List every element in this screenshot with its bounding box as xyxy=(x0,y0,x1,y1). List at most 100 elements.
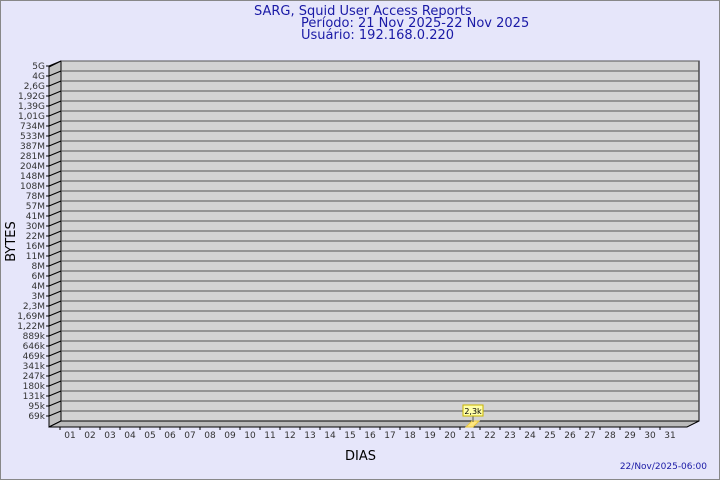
grid-line-side xyxy=(48,80,62,87)
grid-line-side xyxy=(48,220,62,227)
grid-line-side xyxy=(48,200,62,207)
y-tick-label: 57M xyxy=(26,202,45,212)
grid-line-side xyxy=(48,340,62,347)
y-tick-label: 646k xyxy=(23,342,46,352)
x-tick-label: 03 xyxy=(104,431,115,441)
y-tick-label: 41M xyxy=(26,212,45,222)
x-tick-label: 12 xyxy=(284,431,295,441)
x-tick-label: 21 xyxy=(464,431,475,441)
grid-line-side xyxy=(48,190,62,197)
y-tick-label: 533M xyxy=(20,132,45,142)
grid-line-side xyxy=(48,270,62,277)
grid-line-side xyxy=(48,400,62,407)
bar xyxy=(464,420,481,428)
grid-line-side xyxy=(48,160,62,167)
y-tick-label: 11M xyxy=(26,252,45,262)
grid-line-side xyxy=(48,130,62,137)
y-tick-label: 4M xyxy=(32,282,46,292)
y-tick-label: 78M xyxy=(26,192,45,202)
x-tick-label: 23 xyxy=(504,431,515,441)
grid-line-side xyxy=(48,70,62,77)
x-tick-label: 15 xyxy=(344,431,355,441)
grid-line-side xyxy=(48,170,62,177)
x-tick-label: 29 xyxy=(624,431,636,441)
chart-subtitle-period: Período: 21 Nov 2025-22 Nov 2025 xyxy=(301,16,530,31)
x-tick-label: 28 xyxy=(604,431,616,441)
y-tick-label: 69k xyxy=(28,412,45,422)
chart-title: SARG, Squid User Access Reports xyxy=(254,4,472,19)
y-tick-label: 734M xyxy=(20,122,45,132)
grid-line-side xyxy=(48,390,62,397)
y-tick-label: 341k xyxy=(23,362,46,372)
y-tick-label: 1,69M xyxy=(17,312,45,322)
grid-line-side xyxy=(48,140,62,147)
x-tick-label: 08 xyxy=(204,431,216,441)
x-tick-label: 16 xyxy=(364,431,376,441)
grid-line-side xyxy=(48,350,62,357)
grid-line-side xyxy=(48,180,62,187)
x-tick-label: 09 xyxy=(224,431,236,441)
x-tick-label: 30 xyxy=(644,431,656,441)
x-tick-label: 25 xyxy=(544,431,555,441)
grid-line-side xyxy=(48,100,62,107)
grid-line-side xyxy=(48,210,62,217)
y-tick-label: 108M xyxy=(20,182,45,192)
y-tick-label: 2,6G xyxy=(24,82,45,92)
grid-line-side xyxy=(48,90,62,97)
x-axis-label: DIAS xyxy=(345,449,376,464)
y-tick-label: 1,22M xyxy=(17,322,45,332)
grid-line-side xyxy=(48,370,62,377)
grid-line-side xyxy=(48,330,62,337)
y-tick-label: 6M xyxy=(32,272,46,282)
y-tick-label: 148M xyxy=(20,172,45,182)
x-tick-label: 07 xyxy=(184,431,195,441)
x-tick-label: 11 xyxy=(264,431,275,441)
grid-line-side xyxy=(48,380,62,387)
grid-line-side xyxy=(48,260,62,267)
y-tick-label: 1,92G xyxy=(18,92,45,102)
bar-value-label: 2,3k xyxy=(464,407,482,416)
y-tick-label: 95k xyxy=(28,402,45,412)
y-tick-label: 469k xyxy=(23,352,46,362)
grid-line-side xyxy=(48,120,62,127)
grid-line-side xyxy=(48,360,62,367)
y-tick-label: 889k xyxy=(23,332,46,342)
grid-line-side xyxy=(48,280,62,287)
grid-line-side xyxy=(48,150,62,157)
grid-line-side xyxy=(48,240,62,247)
x-tick-label: 18 xyxy=(404,431,416,441)
chart-subtitle-user: Usuário: 192.168.0.220 xyxy=(301,28,455,43)
x-tick-label: 19 xyxy=(424,431,436,441)
y-tick-label: 8M xyxy=(32,262,46,272)
grid-line-side xyxy=(48,410,62,417)
grid-line-side xyxy=(48,250,62,257)
y-tick-label: 2,3M xyxy=(23,302,45,312)
x-tick-label: 17 xyxy=(384,431,395,441)
x-tick-label: 20 xyxy=(444,431,456,441)
x-tick-label: 22 xyxy=(484,431,495,441)
y-tick-label: 30M xyxy=(26,222,45,232)
x-tick-label: 04 xyxy=(124,431,136,441)
grid-line-side xyxy=(48,230,62,237)
bar-label-box xyxy=(462,404,484,417)
y-tick-label: 131k xyxy=(23,392,46,402)
grid-line-side xyxy=(48,320,62,327)
grid-line-side xyxy=(48,290,62,297)
floor xyxy=(48,420,700,428)
footer-timestamp: 22/Nov/2025-06:00 xyxy=(619,462,707,472)
y-tick-label: 4G xyxy=(32,72,45,82)
y-tick-label: 1,01G xyxy=(18,112,45,122)
x-tick-label: 31 xyxy=(664,431,675,441)
x-tick-label: 02 xyxy=(84,431,95,441)
x-tick-label: 14 xyxy=(324,431,336,441)
y-tick-label: 180k xyxy=(23,382,46,392)
y-tick-label: 387M xyxy=(20,142,45,152)
x-tick-label: 01 xyxy=(64,431,75,441)
grid-line-side xyxy=(48,110,62,117)
x-tick-label: 24 xyxy=(524,431,536,441)
x-tick-label: 26 xyxy=(564,431,576,441)
y-tick-label: 281M xyxy=(20,152,45,162)
grid-line-side xyxy=(48,60,62,67)
